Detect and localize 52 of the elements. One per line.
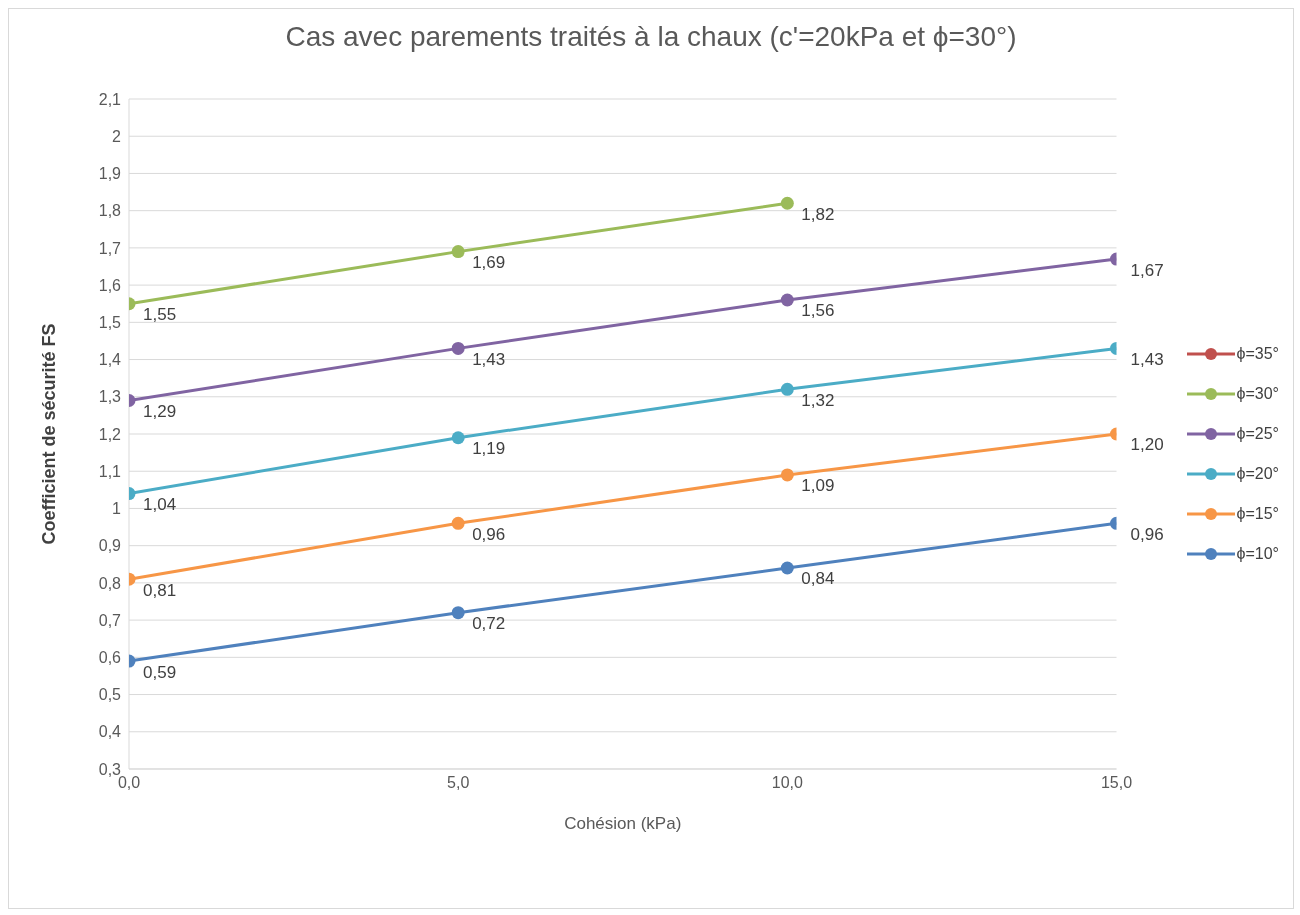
data-label: 1,67 <box>1130 260 1164 280</box>
data-label: 1,69 <box>472 253 506 273</box>
data-label: 1,43 <box>472 349 506 369</box>
x-tick-label: 0,0 <box>117 774 141 792</box>
legend-label: ϕ=30° <box>1236 385 1279 403</box>
y-tick-label: 1,8 <box>98 202 122 220</box>
y-tick-label: 0,9 <box>98 537 122 555</box>
data-label: 1,09 <box>801 476 835 496</box>
point <box>780 196 794 210</box>
data-label: 1,29 <box>143 401 177 421</box>
x-axis-title: Cohésion (kPa) <box>564 814 682 833</box>
y-tick-label: 1,3 <box>98 388 122 406</box>
x-tick-label: 5,0 <box>447 774 470 792</box>
y-tick-label: 1,1 <box>98 462 122 480</box>
y-axis-title: Coefficient de sécurité FS <box>39 323 60 545</box>
data-label: 1,04 <box>143 495 177 515</box>
data-label: 0,96 <box>472 524 506 544</box>
y-tick-label: 1,4 <box>98 351 122 369</box>
data-label: 1,43 <box>1130 349 1164 369</box>
y-tick-label: 1,7 <box>98 239 122 257</box>
data-label: 1,56 <box>801 301 835 321</box>
data-label: 0,84 <box>801 569 835 589</box>
y-tick-label: 2,1 <box>98 90 122 108</box>
legend-label: ϕ=15° <box>1236 505 1279 523</box>
y-tick-label: 1,9 <box>98 165 122 183</box>
data-label: 0,96 <box>1130 524 1164 544</box>
data-label: 1,82 <box>801 204 835 224</box>
y-tick-label: 0,7 <box>98 611 122 629</box>
data-label: 1,32 <box>801 390 835 410</box>
data-label: 0,59 <box>143 662 177 682</box>
data-label: 1,20 <box>1130 435 1164 455</box>
point <box>451 245 465 259</box>
data-label: 1,19 <box>472 439 506 459</box>
data-label: 1,55 <box>143 305 177 325</box>
legend-label: ϕ=10° <box>1236 545 1279 563</box>
legend-label: ϕ=20° <box>1236 465 1279 483</box>
y-tick-label: 0,5 <box>98 686 122 704</box>
chart-title: Cas avec parements traités à la chaux (c'=20kPa et ϕ=30°) <box>284 21 1018 53</box>
y-tick-label: 1,6 <box>98 276 122 294</box>
legend-label: ϕ=25° <box>1236 425 1279 443</box>
data-label: 0,81 <box>143 580 177 600</box>
y-tick-label: 0,8 <box>98 574 122 592</box>
x-tick-label: 15,0 <box>1100 774 1133 792</box>
y-tick-label: 0,6 <box>98 649 122 667</box>
y-tick-label: 1,5 <box>98 314 122 332</box>
y-tick-label: 0,4 <box>98 723 122 741</box>
y-tick-label: 1 <box>112 500 122 518</box>
legend-label: ϕ=35° <box>1236 345 1279 363</box>
data-label: 0,72 <box>472 614 506 634</box>
x-tick-label: 10,0 <box>771 774 804 792</box>
y-tick-label: 1,2 <box>98 425 122 443</box>
y-tick-label: 2 <box>112 127 122 145</box>
